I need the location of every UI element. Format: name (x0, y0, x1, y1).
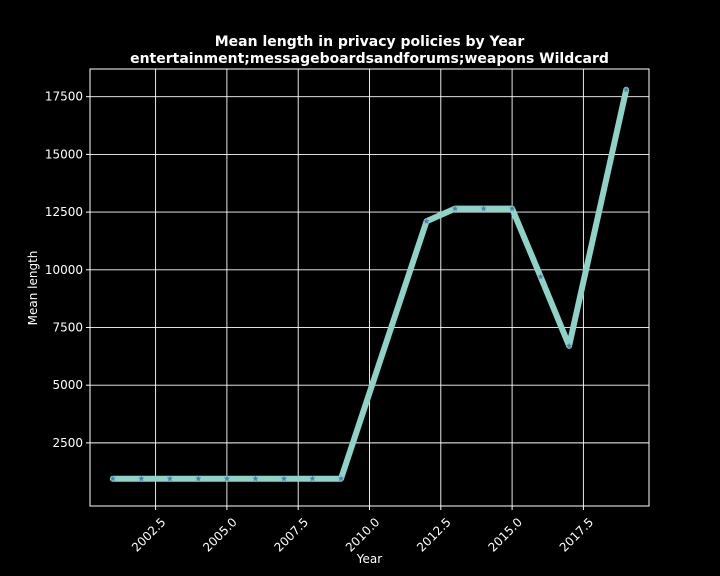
data-point-0-8 (337, 475, 345, 482)
data-point-0-6 (280, 475, 287, 482)
data-point-0-14 (566, 342, 573, 349)
x-axis-label: Year (356, 552, 382, 566)
data-point-0-10 (452, 205, 459, 212)
y-tick-label-2: 7500 (52, 320, 83, 334)
data-point-0-2 (166, 475, 173, 482)
series-line-0 (109, 86, 630, 482)
y-tick-label-5: 15000 (45, 147, 83, 161)
y-axis-label: Mean length (26, 251, 40, 326)
y-tick-label-0: 2500 (52, 436, 83, 450)
y-tick-label-6: 17500 (45, 90, 83, 104)
data-point-0-3 (195, 475, 202, 482)
data-point-0-5 (252, 475, 259, 482)
data-point-0-15 (623, 86, 630, 93)
data-point-0-11 (480, 205, 487, 212)
y-tick-label-1: 5000 (52, 378, 83, 392)
y-tick-label-3: 10000 (45, 263, 83, 277)
data-point-0-9 (423, 218, 430, 224)
data-point-0-7 (309, 475, 316, 482)
data-point-0-4 (223, 475, 230, 482)
chart-subtitle: entertainment;messageboardsandforums;wea… (130, 51, 609, 67)
grid (90, 69, 649, 506)
data-point-0-12 (509, 205, 516, 212)
chart-title: Mean length in privacy policies by Year (215, 34, 525, 50)
data-point-0-0 (109, 475, 116, 482)
series-layer (109, 86, 630, 482)
y-tick-label-4: 12500 (45, 205, 83, 219)
data-point-0-1 (138, 475, 145, 482)
y-axis-ticks: 2500 5000 7500 10000 12500 15000 17500 (45, 90, 90, 450)
data-point-0-13 (537, 273, 544, 280)
